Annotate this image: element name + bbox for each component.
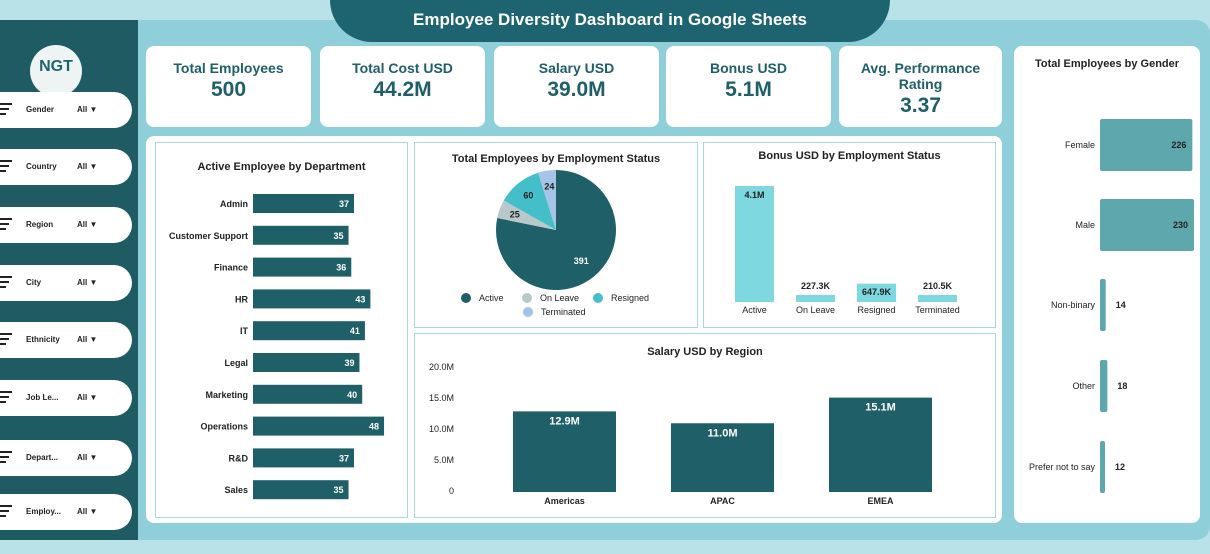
filter-2[interactable]: Region All ▼ [0, 207, 132, 243]
kpi-card: Salary USD 39.0M [494, 46, 659, 127]
caret-down-icon: ▼ [89, 162, 98, 171]
filter-dropdown[interactable]: All ▼ [77, 278, 97, 287]
filter-label: Ethnicity [26, 335, 60, 344]
filter-value: All [77, 220, 88, 229]
filter-value: All [77, 393, 88, 402]
filter-icon [0, 333, 12, 348]
kpi-title: Avg. Performance Rating [860, 60, 981, 92]
filter-3[interactable]: City All ▼ [0, 265, 132, 301]
filter-label: City [26, 278, 42, 287]
sidebar: NGT Gender All ▼ Country All ▼ Region Al… [0, 20, 138, 540]
filter-icon [0, 103, 12, 118]
kpi-value: 5.1M [725, 78, 772, 101]
kpi-value: 44.2M [373, 78, 432, 101]
kpi-card: Total Cost USD 44.2M [320, 46, 485, 127]
filter-dropdown[interactable]: All ▼ [77, 105, 97, 114]
filter-icon [0, 160, 12, 175]
chart-title: Bonus USD by Employment Status [758, 150, 941, 162]
filter-value: All [77, 453, 88, 462]
kpi-title: Total Cost USD [352, 60, 453, 76]
filter-icon [0, 218, 12, 233]
caret-down-icon: ▼ [89, 105, 98, 114]
filter-dropdown[interactable]: All ▼ [77, 220, 97, 229]
salary-chart: Salary USD by Region [414, 333, 996, 518]
chart-title: Salary USD by Region [647, 346, 763, 358]
filter-label: Gender [26, 105, 55, 114]
filter-dropdown[interactable]: All ▼ [77, 507, 97, 516]
kpi-card: Avg. Performance Rating 3.37 [839, 46, 1002, 127]
filter-6[interactable]: Depart... All ▼ [0, 440, 132, 476]
filter-value: All [77, 507, 88, 516]
filter-label: Depart... [26, 453, 59, 462]
filter-4[interactable]: Ethnicity All ▼ [0, 322, 132, 358]
chart-title: Total Employees by Employment Status [451, 153, 661, 165]
filter-icon [0, 391, 12, 406]
filter-icon [0, 451, 12, 466]
logo: NGT [30, 45, 82, 97]
kpi-card: Total Employees 500 [146, 46, 311, 127]
filter-7[interactable]: Employ... All ▼ [0, 494, 132, 530]
filter-label: Region [26, 220, 54, 229]
kpi-value: 500 [210, 78, 247, 101]
filter-dropdown[interactable]: All ▼ [77, 335, 97, 344]
kpi-card: Bonus USD 5.1M [666, 46, 831, 127]
filter-icon [0, 276, 12, 291]
filter-icon [0, 505, 12, 520]
kpi-value: 3.37 [900, 94, 941, 117]
gender-chart: Total Employees by Gender [1014, 46, 1200, 523]
filter-1[interactable]: Country All ▼ [0, 149, 132, 185]
status-pie-chart: Total Employees by Employment Status [414, 142, 698, 328]
filter-dropdown[interactable]: All ▼ [77, 453, 97, 462]
kpi-title: Total Employees [173, 60, 284, 76]
caret-down-icon: ▼ [89, 507, 98, 516]
filter-5[interactable]: Job Le... All ▼ [0, 380, 132, 416]
caret-down-icon: ▼ [89, 278, 98, 287]
caret-down-icon: ▼ [89, 335, 98, 344]
department-chart: Active Employee by Department [155, 142, 408, 518]
filter-value: All [77, 105, 88, 114]
chart-title: Active Employee by Department [197, 161, 366, 173]
filter-value: All [77, 278, 88, 287]
caret-down-icon: ▼ [89, 220, 98, 229]
filter-value: All [77, 335, 88, 344]
dashboard-title: Employee Diversity Dashboard in Google S… [330, 0, 890, 42]
kpi-value: 39.0M [547, 78, 606, 101]
bonus-chart: Bonus USD by Employment Status [703, 142, 996, 328]
caret-down-icon: ▼ [89, 453, 98, 462]
filter-label: Employ... [26, 507, 61, 516]
filter-label: Country [26, 162, 57, 171]
kpi-title: Bonus USD [710, 60, 787, 76]
caret-down-icon: ▼ [89, 393, 98, 402]
filter-dropdown[interactable]: All ▼ [77, 393, 97, 402]
filter-0[interactable]: Gender All ▼ [0, 92, 132, 128]
chart-title: Total Employees by Gender [1034, 58, 1180, 70]
filter-label: Job Le... [26, 393, 59, 402]
filter-dropdown[interactable]: All ▼ [77, 162, 97, 171]
kpi-title: Salary USD [538, 60, 615, 76]
filter-value: All [77, 162, 88, 171]
